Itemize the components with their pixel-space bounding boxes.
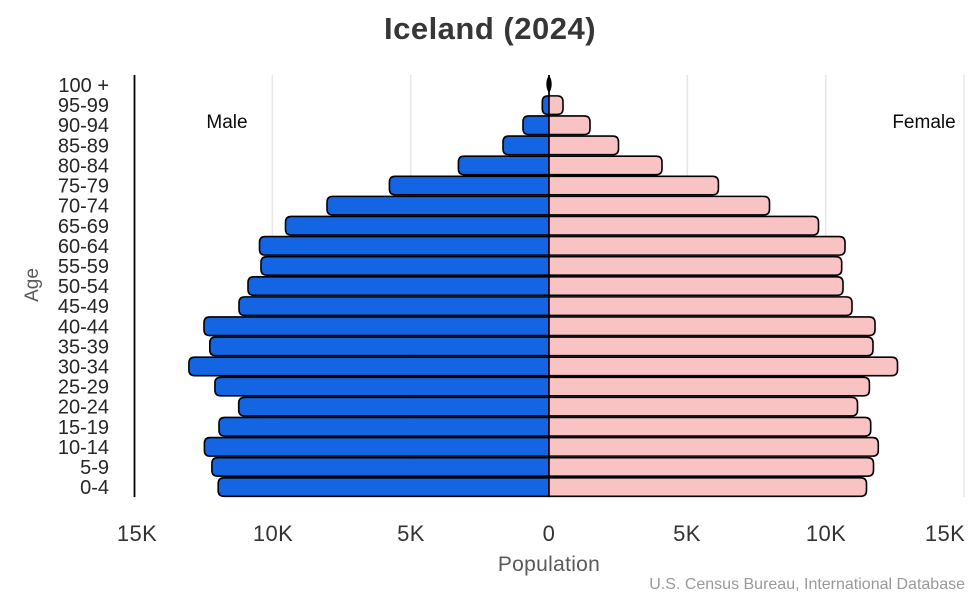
svg-text:100 +: 100 + (58, 75, 109, 97)
svg-text:80-84: 80-84 (58, 156, 109, 178)
svg-text:95-99: 95-99 (58, 95, 109, 117)
svg-text:0-4: 0-4 (80, 477, 109, 499)
svg-text:15-19: 15-19 (58, 417, 109, 439)
svg-text:65-69: 65-69 (58, 216, 109, 238)
svg-text:70-74: 70-74 (58, 196, 109, 218)
svg-text:50-54: 50-54 (58, 276, 109, 298)
svg-text:5-9: 5-9 (80, 457, 109, 479)
svg-text:55-59: 55-59 (58, 256, 109, 278)
svg-text:20-24: 20-24 (58, 397, 109, 419)
svg-text:40-44: 40-44 (58, 316, 109, 338)
svg-text:30-34: 30-34 (58, 357, 109, 379)
svg-text:60-64: 60-64 (58, 236, 109, 258)
svg-text:45-49: 45-49 (58, 296, 109, 318)
svg-text:10-14: 10-14 (58, 437, 109, 459)
svg-text:75-79: 75-79 (58, 176, 109, 198)
svg-text:85-89: 85-89 (58, 135, 109, 157)
svg-text:35-39: 35-39 (58, 336, 109, 358)
svg-text:25-29: 25-29 (58, 377, 109, 399)
svg-text:90-94: 90-94 (58, 115, 109, 137)
